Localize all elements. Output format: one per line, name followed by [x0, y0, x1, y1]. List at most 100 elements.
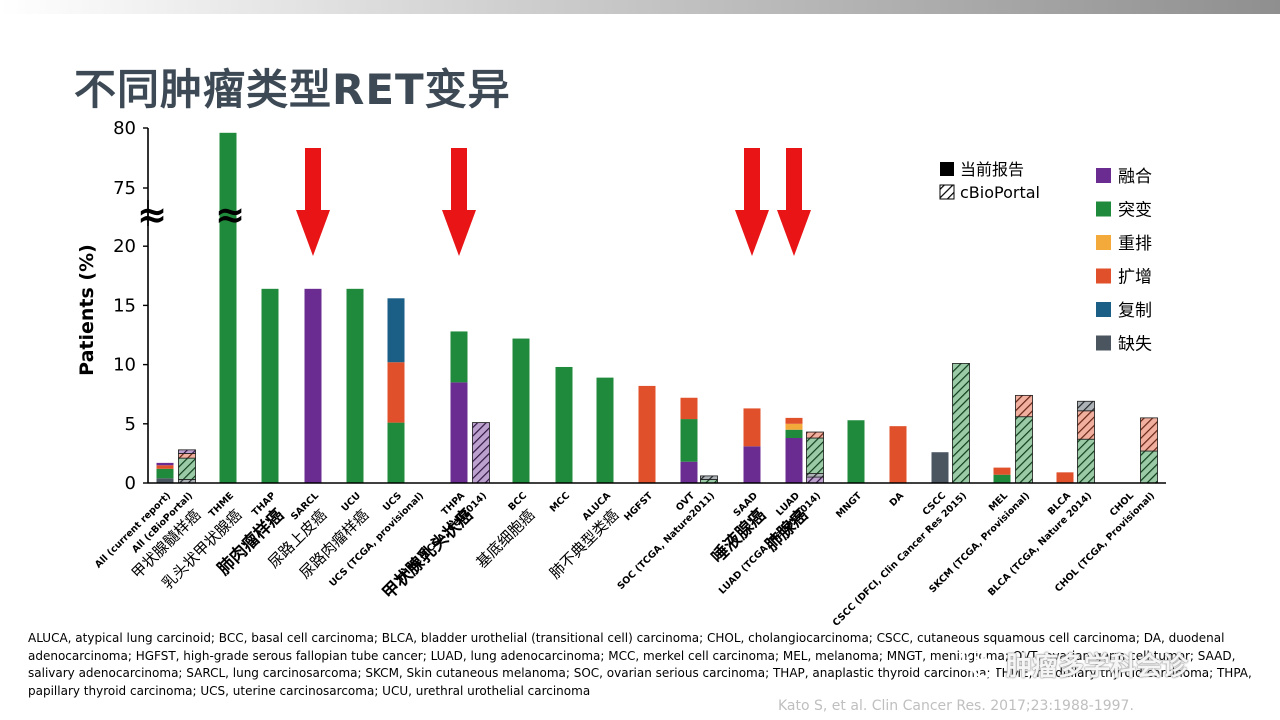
arrow-head — [442, 210, 476, 256]
bar-segment — [156, 478, 174, 483]
bars-layer — [156, 132, 1158, 484]
x-tick-label: BLCA (TCGA, Nature 2014) — [986, 490, 1094, 598]
x-labels-layer: All (current report)All (cBioPortal)甲状腺髓… — [93, 490, 1157, 629]
bar-segment — [450, 331, 468, 383]
legend-type-label: 突变 — [1118, 201, 1152, 221]
ret-alteration-chart: 0 5 10 15 20 75 80 ≈ ≈ Patients (%) All (current … — [76, 118, 1166, 629]
red-arrow — [735, 148, 769, 256]
bar-group-saad — [743, 408, 761, 483]
bar-segment-hatch — [178, 457, 196, 480]
bar-segment — [847, 420, 865, 483]
bar-segment-hatch — [806, 476, 824, 484]
bar-segment — [450, 382, 468, 483]
bar-segment — [346, 288, 364, 483]
x-tick-label: MCC — [548, 490, 572, 514]
y-tick-label: 20 — [113, 236, 136, 257]
legend-type-label: 重排 — [1118, 234, 1152, 254]
bar-group-sarcl — [304, 288, 322, 483]
bar-segment — [785, 429, 803, 439]
x-tick-label: DA — [888, 490, 907, 509]
bar-segment — [680, 461, 698, 483]
x-cn-label: 基底细胞癌 — [473, 506, 539, 572]
x-tick-label: CSCC (DFCI, Clin Cancer Res 2015) — [831, 490, 969, 628]
bar-segment-hatch — [806, 473, 824, 478]
bar-segment-hatch — [1015, 394, 1033, 418]
top-gradient-bar — [0, 0, 1280, 14]
x-label: DA — [888, 490, 907, 509]
arrow-head — [296, 210, 330, 256]
watermark-text: 肿瘤多学科会诊 — [1006, 651, 1189, 682]
bar-segment — [785, 417, 803, 424]
bar-segment-hatch — [806, 437, 824, 474]
bar-group-mel — [993, 467, 1011, 483]
x-tick-label: SKCM (TCGA, Provisional) — [927, 490, 1032, 595]
bar-group-mngt — [847, 420, 865, 483]
legend-type-item: 重排 — [1096, 234, 1152, 254]
bar-group-luad-tcga-nature2014- — [806, 431, 824, 484]
legend-swatch — [1096, 201, 1111, 217]
citation: Kato S, et al. Clin Cancer Res. 2017;23:… — [778, 698, 1134, 714]
arrows-layer — [296, 148, 811, 256]
y-tick-label: 80 — [113, 118, 136, 139]
bar-segment — [387, 422, 405, 483]
arrow-head — [735, 210, 769, 256]
arrow-shaft — [786, 148, 802, 210]
y-tick-label: 10 — [113, 355, 136, 376]
axis-break-symbol: ≈ — [215, 195, 245, 236]
legend-type-label: 缺失 — [1118, 335, 1152, 355]
bar-segment — [680, 419, 698, 462]
red-arrow — [296, 148, 330, 256]
legend-type-label: 融合 — [1118, 167, 1152, 187]
x-tick-label: CHOL (TCGA, Provisional) — [1053, 490, 1157, 594]
x-label: SKCM (TCGA, Provisional) — [927, 490, 1032, 595]
x-label: MNGT — [834, 490, 864, 520]
bar-group-da — [889, 426, 907, 483]
bar-segment — [638, 385, 656, 483]
legend-swatch — [1096, 335, 1111, 351]
x-tick-label: HGFST — [622, 490, 655, 523]
x-label: MCC — [548, 490, 572, 514]
x-label: SOC (TCGA, Nature2011) — [615, 490, 717, 592]
legend-type-item: 复制 — [1096, 301, 1152, 321]
bar-segment-hatch — [178, 452, 196, 459]
legend-source-item: 当前报告 — [940, 160, 1024, 179]
bar-segment-hatch — [1077, 410, 1095, 440]
bar-segment — [156, 468, 174, 479]
bar-group-all-cbioportal- — [178, 449, 196, 484]
bar-segment — [304, 288, 322, 483]
arrow-head — [777, 210, 811, 256]
bar-group-mcc — [555, 366, 573, 483]
bar-segment — [219, 132, 237, 484]
red-arrow — [777, 148, 811, 256]
x-tick-label: SOC (TCGA, Nature2011) — [615, 490, 717, 592]
bar-segment — [261, 288, 279, 483]
legend-swatch — [1096, 168, 1111, 183]
bar-segment — [889, 426, 907, 483]
legend-swatch-hatched — [939, 184, 955, 200]
bar-segment — [156, 462, 174, 466]
bar-segment-hatch — [806, 431, 824, 439]
bar-segment — [512, 338, 530, 483]
y-tick-label: 0 — [125, 473, 136, 494]
bar-segment — [785, 423, 803, 430]
arrow-shaft — [451, 148, 467, 210]
bar-segment — [555, 366, 573, 483]
legend-type-label: 复制 — [1118, 301, 1152, 321]
bar-group-chol-tcga-provisional- — [1140, 417, 1158, 484]
legend-source-label: cBioPortal — [960, 183, 1040, 202]
bar-group-aluca — [596, 377, 614, 483]
x-tick-label: MNGT — [834, 490, 864, 520]
bar-segment-hatch — [700, 475, 718, 480]
bar-segment-hatch — [952, 363, 970, 484]
bar-group-ucs — [387, 298, 405, 483]
bar-segment — [785, 438, 803, 483]
bar-segment-hatch — [1077, 438, 1095, 484]
legend-type-item: 缺失 — [1096, 335, 1152, 355]
legend-type-item: 扩增 — [1096, 268, 1152, 288]
bar-group-blca-tcga-nature-2014- — [1077, 400, 1095, 484]
legend-swatch — [1096, 268, 1111, 284]
axis-break-symbol: ≈ — [137, 195, 167, 236]
arrow-shaft — [744, 148, 760, 210]
y-axis-label: Patients (%) — [76, 244, 98, 376]
y-tick-label: 15 — [113, 295, 136, 316]
